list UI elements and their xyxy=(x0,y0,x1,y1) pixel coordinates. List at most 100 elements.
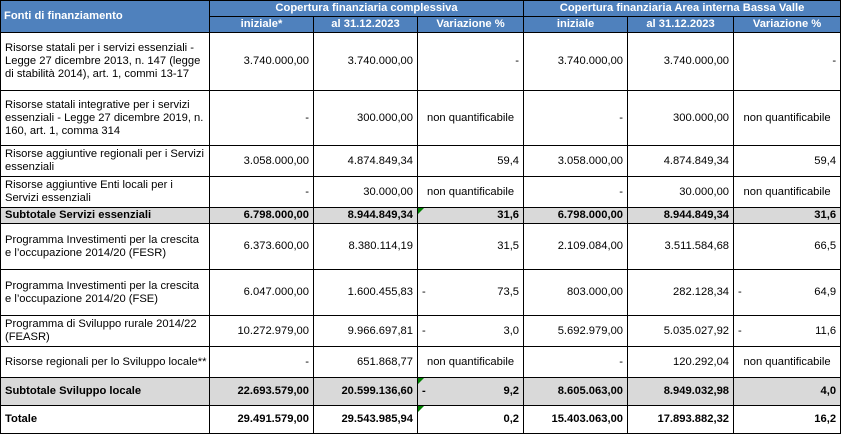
cell-iniziale-area: - xyxy=(523,346,629,378)
cell-iniziale: - xyxy=(209,346,314,378)
cell-variazione-area: 59,4 xyxy=(733,145,841,177)
cell-variazione: - xyxy=(416,32,525,91)
cell-al-31-12-2023: 3.740.000,00 xyxy=(313,32,418,91)
row-label: Programma Investimenti per la crescita e… xyxy=(0,223,210,270)
header-iniziale-2: iniziale xyxy=(523,16,629,33)
cell-variazione: 0,2 xyxy=(416,405,525,434)
cell-iniziale: - xyxy=(209,90,314,146)
cell-iniziale-area: - xyxy=(523,176,629,208)
row-label: Risorse aggiuntive Enti locali per i Ser… xyxy=(0,176,210,208)
table-row: Risorse aggiuntive regionali per i Servi… xyxy=(0,145,841,177)
header-iniziale: iniziale* xyxy=(209,16,314,33)
cell-iniziale-area: 8.605.063,00 xyxy=(523,377,629,406)
cell-variazione: - 73,5 xyxy=(416,269,525,316)
table-row: Risorse statali integrative per i serviz… xyxy=(0,90,841,146)
cell-al-31-12-2023: 30.000,00 xyxy=(313,176,418,208)
cell-iniziale-area: 15.403.063,00 xyxy=(523,405,629,434)
financing-table: Fonti di finanziamento Copertura finanzi… xyxy=(0,0,841,434)
cell-al-31-12-2023: 20.599.136,60 xyxy=(313,377,418,406)
subtotal-row: Subtotale Sviluppo locale 22.693.579,00 … xyxy=(0,377,841,406)
variazione-value: 11,6 xyxy=(815,324,837,337)
row-label: Risorse statali per i servizi essenziali… xyxy=(0,32,210,91)
header-al-31-12-2023-2: al 31.12.2023 xyxy=(627,16,735,33)
cell-variazione: 31,6 xyxy=(416,207,525,224)
table-row: Programma Investimenti per la crescita e… xyxy=(0,223,841,270)
cell-al-31-12-2023-area: 3.740.000,00 xyxy=(627,32,735,91)
variazione-value: 3,0 xyxy=(503,324,520,337)
cell-al-31-12-2023: 651.868,77 xyxy=(313,346,418,378)
cell-al-31-12-2023-area: 300.000,00 xyxy=(627,90,735,146)
cell-iniziale-area: 5.692.979,00 xyxy=(523,315,629,347)
cell-iniziale-area: - xyxy=(523,90,629,146)
cell-variazione-area: - 11,6 xyxy=(733,315,841,347)
cell-al-31-12-2023: 300.000,00 xyxy=(313,90,418,146)
cell-variazione-area: 4,0 xyxy=(733,377,841,406)
cell-al-31-12-2023: 1.600.455,83 xyxy=(313,269,418,316)
cell-iniziale-area: 2.109.084,00 xyxy=(523,223,629,270)
cell-variazione: non quantificabile xyxy=(416,176,525,208)
minus-sign: - xyxy=(422,324,426,337)
table-row: Programma di Sviluppo rurale 2014/22 (FE… xyxy=(0,315,841,347)
cell-al-31-12-2023-area: 4.874.849,34 xyxy=(627,145,735,177)
cell-variazione-area: 16,2 xyxy=(733,405,841,434)
cell-al-31-12-2023: 8.380.114,19 xyxy=(313,223,418,270)
cell-al-31-12-2023: 29.543.985,94 xyxy=(313,405,418,434)
row-label: Risorse statali integrative per i serviz… xyxy=(0,90,210,146)
subtotal-row: Subtotale Servizi essenziali 6.798.000,0… xyxy=(0,207,841,224)
cell-variazione: - 3,0 xyxy=(416,315,525,347)
header-al-31-12-2023: al 31.12.2023 xyxy=(313,16,418,33)
total-row: Totale 29.491.579,00 29.543.985,94 0,2 1… xyxy=(0,405,841,434)
cell-al-31-12-2023-area: 8.949.032,98 xyxy=(627,377,735,406)
header-group-bassa-valle: Copertura finanziaria Area interna Bassa… xyxy=(523,0,841,17)
cell-al-31-12-2023: 9.966.697,81 xyxy=(313,315,418,347)
cell-iniziale: 10.272.979,00 xyxy=(209,315,314,347)
cell-variazione-area: non quantificabile xyxy=(733,346,841,378)
header-variazione-2: Variazione % xyxy=(733,16,841,33)
cell-iniziale: 22.693.579,00 xyxy=(209,377,314,406)
cell-variazione: non quantificabile xyxy=(416,346,525,378)
row-label: Subtotale Sviluppo locale xyxy=(0,377,210,406)
cell-iniziale: 29.491.579,00 xyxy=(209,405,314,434)
cell-al-31-12-2023: 8.944.849,34 xyxy=(313,207,418,224)
cell-al-31-12-2023-area: 3.511.584,68 xyxy=(627,223,735,270)
cell-iniziale: 6.798.000,00 xyxy=(209,207,314,224)
cell-al-31-12-2023: 4.874.849,34 xyxy=(313,145,418,177)
cell-al-31-12-2023-area: 8.944.849,34 xyxy=(627,207,735,224)
table-row: Risorse statali per i servizi essenziali… xyxy=(0,32,841,91)
cell-iniziale: 6.047.000,00 xyxy=(209,269,314,316)
cell-variazione-area: 66,5 xyxy=(733,223,841,270)
cell-al-31-12-2023-area: 5.035.027,92 xyxy=(627,315,735,347)
row-label: Risorse regionali per lo Sviluppo locale… xyxy=(0,346,210,378)
cell-variazione: 31,5 xyxy=(416,223,525,270)
table-row: Programma Investimenti per la crescita e… xyxy=(0,269,841,316)
minus-sign: - xyxy=(422,385,426,397)
header-row-2: iniziale* al 31.12.2023 Variazione % ini… xyxy=(1,16,841,33)
cell-al-31-12-2023-area: 282.128,34 xyxy=(627,269,735,316)
minus-sign: - xyxy=(738,286,742,298)
row-label: Risorse aggiuntive regionali per i Servi… xyxy=(0,145,210,177)
cell-iniziale-area: 803.000,00 xyxy=(523,269,629,316)
header-variazione: Variazione % xyxy=(416,16,525,33)
table-row: Risorse aggiuntive Enti locali per i Ser… xyxy=(0,176,841,208)
cell-al-31-12-2023-area: 120.292,04 xyxy=(627,346,735,378)
cell-variazione: - 9,2 xyxy=(416,377,525,406)
minus-sign: - xyxy=(422,286,426,298)
variazione-value: 9,2 xyxy=(503,385,520,397)
cell-variazione-area: - 64,9 xyxy=(733,269,841,316)
cell-iniziale: 3.740.000,00 xyxy=(209,32,314,91)
row-label: Programma Investimenti per la crescita e… xyxy=(0,269,210,316)
cell-variazione-area: non quantificabile xyxy=(733,90,841,146)
cell-iniziale-area: 3.740.000,00 xyxy=(523,32,629,91)
variazione-value: 73,5 xyxy=(497,286,520,298)
cell-al-31-12-2023-area: 30.000,00 xyxy=(627,176,735,208)
row-label: Subtotale Servizi essenziali xyxy=(0,207,210,224)
minus-sign: - xyxy=(738,324,742,337)
table-row: Risorse regionali per lo Sviluppo locale… xyxy=(0,346,841,378)
row-label: Totale xyxy=(0,405,210,434)
header-row-1: Fonti di finanziamento Copertura finanzi… xyxy=(0,0,841,33)
cell-variazione: non quantificabile xyxy=(416,90,525,146)
cell-iniziale-area: 3.058.000,00 xyxy=(523,145,629,177)
cell-variazione: 59,4 xyxy=(416,145,525,177)
cell-variazione-area: - xyxy=(733,32,841,91)
cell-variazione-area: 31,6 xyxy=(733,207,841,224)
